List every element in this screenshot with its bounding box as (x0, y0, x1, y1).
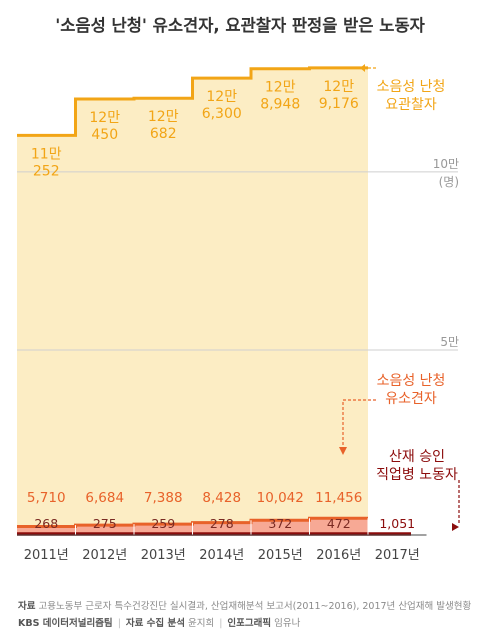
x-tick-label: 2011년 (24, 548, 69, 563)
graphic-label: 인포그래픽 (227, 618, 272, 629)
credits-org: KBS 데이터저널리즘팀 (18, 618, 113, 629)
data-label-approved: 268 (34, 516, 58, 531)
data-label-approved: 472 (327, 516, 351, 531)
x-tick-label: 2016년 (316, 548, 361, 563)
chart: '소음성 난청' 유소견자, 요관찰자 판정을 받은 노동자 10만 (명) 5만 11… (17, 15, 460, 563)
data-label-findings: 10,042 (257, 490, 304, 506)
data-label-findings: 6,684 (85, 490, 124, 506)
data-label-observation: 12만 682 (148, 109, 179, 142)
y-unit-label: (명) (439, 175, 459, 189)
area-observation (17, 67, 368, 536)
x-tick-label: 2012년 (82, 548, 127, 563)
x-tick-label: 2013년 (141, 548, 186, 563)
chart-title: '소음성 난청' 유소견자, 요관찰자 판정을 받은 노동자 (55, 15, 425, 35)
collect-label: 자료 수집 분석 (125, 618, 185, 629)
legend-pointer-findings (342, 399, 376, 448)
graphic-name: 임유나 (274, 618, 301, 629)
legend-approved: 산재 승인 직업병 노동자 (376, 449, 458, 483)
legend-arrow-approved (452, 523, 459, 531)
data-label-approved: 372 (268, 516, 292, 531)
data-label-approved: 278 (210, 516, 234, 531)
data-label-observation: 11만 252 (31, 146, 62, 179)
data-label-approved: 275 (93, 516, 117, 531)
x-tick-label: 2017년 (375, 548, 420, 563)
legend-arrow-observation (360, 64, 365, 72)
data-label-observation: 12만 9,176 (319, 79, 359, 112)
legend-findings: 소음성 난청 유소견자 (377, 373, 446, 407)
data-label-observation: 12만 8,948 (260, 80, 300, 113)
x-tick-label: 2014년 (199, 548, 244, 563)
legend-observation: 소음성 난청 요관찰자 (377, 79, 446, 113)
data-label-observation: 12만 6,300 (202, 89, 242, 122)
collect-name: 윤지희 (187, 618, 215, 629)
data-label-findings: 11,456 (315, 490, 362, 506)
source-line: 자료 고용노동부 근로자 특수건강진단 실시결과, 산업재해분석 보고서(201… (18, 598, 471, 612)
source-label: 자료 (18, 601, 36, 612)
data-label-findings: 7,388 (144, 490, 183, 506)
x-tick-label: 2015년 (258, 548, 303, 563)
credits-line: KBS 데이터저널리즘팀 | 자료 수집 분석 윤지희 | 인포그래픽 임유나 (18, 618, 301, 629)
line-observation (17, 66, 368, 137)
data-label-findings: 8,428 (202, 490, 241, 506)
data-label-findings: 5,710 (27, 490, 66, 506)
y-tick-label: 10만 (433, 157, 459, 171)
source-text: 고용노동부 근로자 특수건강진단 실시결과, 산업재해분석 보고서(2011~2… (38, 601, 472, 612)
data-label-observation: 12만 450 (89, 110, 120, 143)
data-label-approved: 259 (151, 516, 175, 531)
y-tick-label: 5만 (440, 335, 459, 349)
data-label-approved: 1,051 (379, 516, 415, 531)
legend-arrow-findings (339, 447, 347, 455)
